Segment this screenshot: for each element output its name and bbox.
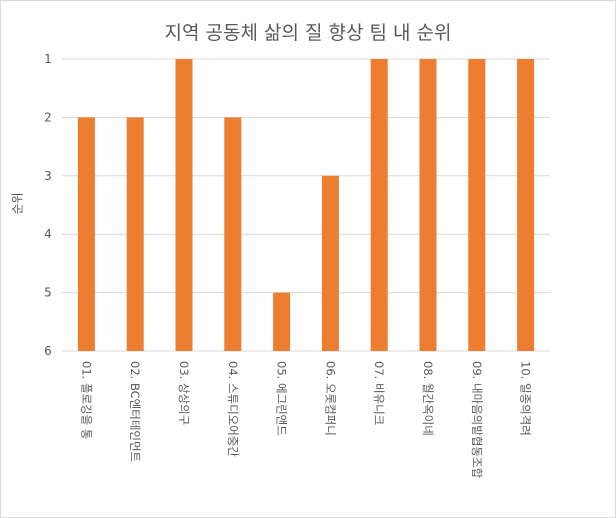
x-category-label: 02. BC엔터테인먼트 [128,361,142,462]
chart-title: 지역 공동체 삶의 질 향상 팀 내 순위 [164,22,452,44]
bar-9 [468,59,486,351]
x-axis-labels: 01. 플로깅을 통 02. BC엔터테인먼트 03. 상상의구 04. 스튜디오어중… [79,361,532,479]
bar-6 [321,175,339,351]
y-tick-label: 2 [44,110,52,124]
bar-5 [273,292,291,351]
x-category-label: 10. 일종의격려 [519,361,533,436]
y-tick-label: 6 [44,344,52,358]
y-tick-label: 1 [44,52,52,66]
x-category-label: 06. 오롯컴퍼니 [323,361,337,436]
y-tick-label: 5 [44,286,52,300]
x-category-label: 01. 플로깅을 통 [79,361,93,440]
bar-10 [517,59,535,351]
bars [77,59,535,352]
bar-3 [175,59,193,351]
x-category-label: 07. 비유니크 [372,361,386,425]
x-category-label: 09. 내마음의밭협동조합 [470,361,484,479]
bar-4 [224,117,242,352]
x-category-label: 03. 상상의구 [177,361,191,425]
y-axis-ticks: 1 2 3 4 5 6 [44,52,52,358]
bar-7 [370,59,388,351]
bar-8 [419,59,437,351]
x-category-label: 04. 스튜디오어중간 [226,361,240,457]
bar-1 [77,117,95,352]
y-tick-label: 4 [44,227,52,241]
y-tick-label: 3 [44,169,52,183]
x-category-label: 08. 월간옥이네 [421,361,435,436]
bar-2 [126,117,144,352]
x-category-label: 05. 에그린앤드 [275,361,289,436]
